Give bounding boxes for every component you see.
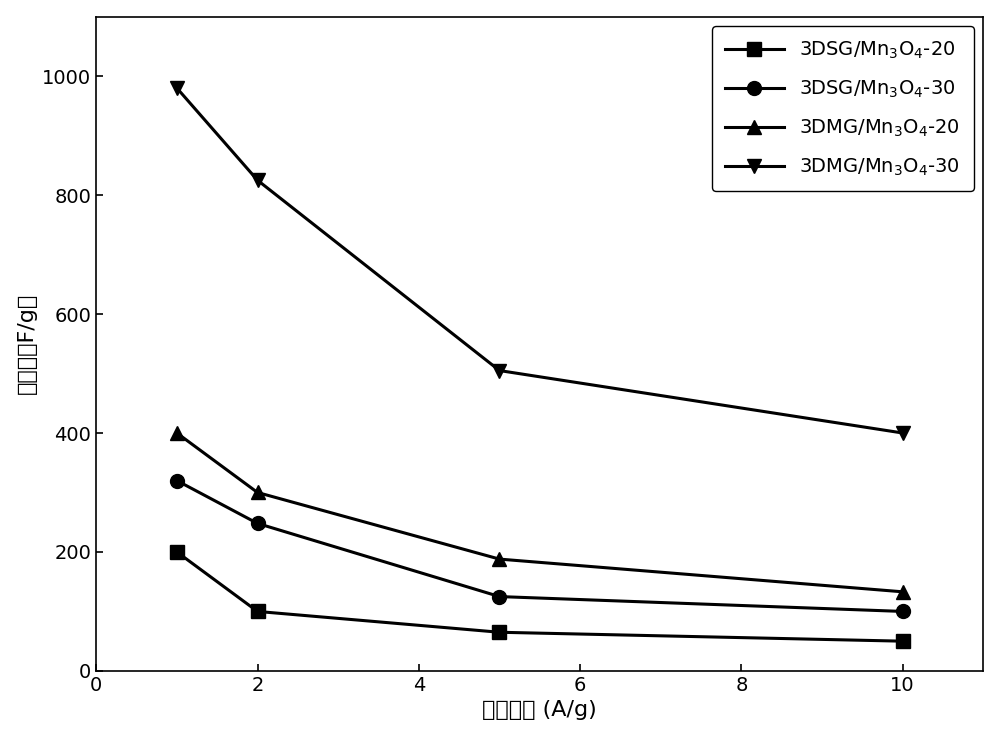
3DSG/Mn$_3$O$_4$-30 <box>897 607 909 616</box>
Y-axis label: 比容量（F/g）: 比容量（F/g） <box>17 293 37 394</box>
3DSG/Mn$_3$O$_4$-20 <box>252 607 264 616</box>
3DMG/Mn$_3$O$_4$-30 <box>493 366 505 375</box>
3DMG/Mn$_3$O$_4$-20 <box>493 555 505 564</box>
3DMG/Mn$_3$O$_4$-20 <box>897 587 909 596</box>
3DMG/Mn$_3$O$_4$-30 <box>171 83 183 92</box>
3DSG/Mn$_3$O$_4$-30 <box>493 592 505 601</box>
3DMG/Mn$_3$O$_4$-20 <box>171 429 183 438</box>
3DSG/Mn$_3$O$_4$-20 <box>897 637 909 646</box>
3DSG/Mn$_3$O$_4$-30 <box>252 519 264 528</box>
3DSG/Mn$_3$O$_4$-30 <box>171 476 183 485</box>
Line: 3DSG/Mn$_3$O$_4$-30: 3DSG/Mn$_3$O$_4$-30 <box>170 474 910 618</box>
3DMG/Mn$_3$O$_4$-30 <box>897 429 909 438</box>
3DMG/Mn$_3$O$_4$-30 <box>252 176 264 185</box>
X-axis label: 放电电流 (A/g): 放电电流 (A/g) <box>482 700 597 720</box>
Line: 3DMG/Mn$_3$O$_4$-30: 3DMG/Mn$_3$O$_4$-30 <box>170 81 910 440</box>
Legend: 3DSG/Mn$_3$O$_4$-20, 3DSG/Mn$_3$O$_4$-30, 3DMG/Mn$_3$O$_4$-20, 3DMG/Mn$_3$O$_4$-: 3DSG/Mn$_3$O$_4$-20, 3DSG/Mn$_3$O$_4$-30… <box>712 27 974 192</box>
3DMG/Mn$_3$O$_4$-20 <box>252 488 264 497</box>
Line: 3DSG/Mn$_3$O$_4$-20: 3DSG/Mn$_3$O$_4$-20 <box>170 545 910 648</box>
3DSG/Mn$_3$O$_4$-20 <box>493 628 505 637</box>
3DSG/Mn$_3$O$_4$-20 <box>171 548 183 556</box>
Line: 3DMG/Mn$_3$O$_4$-20: 3DMG/Mn$_3$O$_4$-20 <box>170 426 910 598</box>
